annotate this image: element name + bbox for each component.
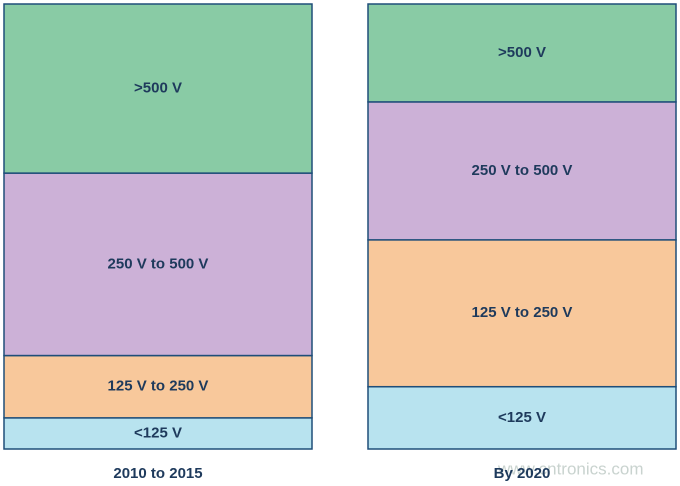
watermark: www.cntronics.com: [497, 459, 643, 478]
segment-label: 250 V to 500 V: [472, 162, 573, 179]
bar-segment: [3, 354, 313, 419]
segment-label: 250 V to 500 V: [108, 255, 209, 272]
segment-label: >500 V: [134, 80, 182, 97]
segment-label: >500 V: [498, 44, 546, 61]
x-tick-label: 2010 to 2015: [113, 465, 202, 482]
segment-label: 125 V to 250 V: [472, 304, 573, 321]
segment-label: 125 V to 250 V: [108, 378, 209, 395]
bar-segment: [367, 239, 677, 388]
segment-label: <125 V: [498, 409, 546, 426]
segment-label: <125 V: [134, 424, 182, 441]
bar-segment: [367, 3, 677, 103]
x-tick-label: By 2020: [494, 465, 551, 482]
bar-segment: [3, 172, 313, 357]
bar-segment: [367, 101, 677, 241]
bar-segment: [3, 3, 313, 174]
